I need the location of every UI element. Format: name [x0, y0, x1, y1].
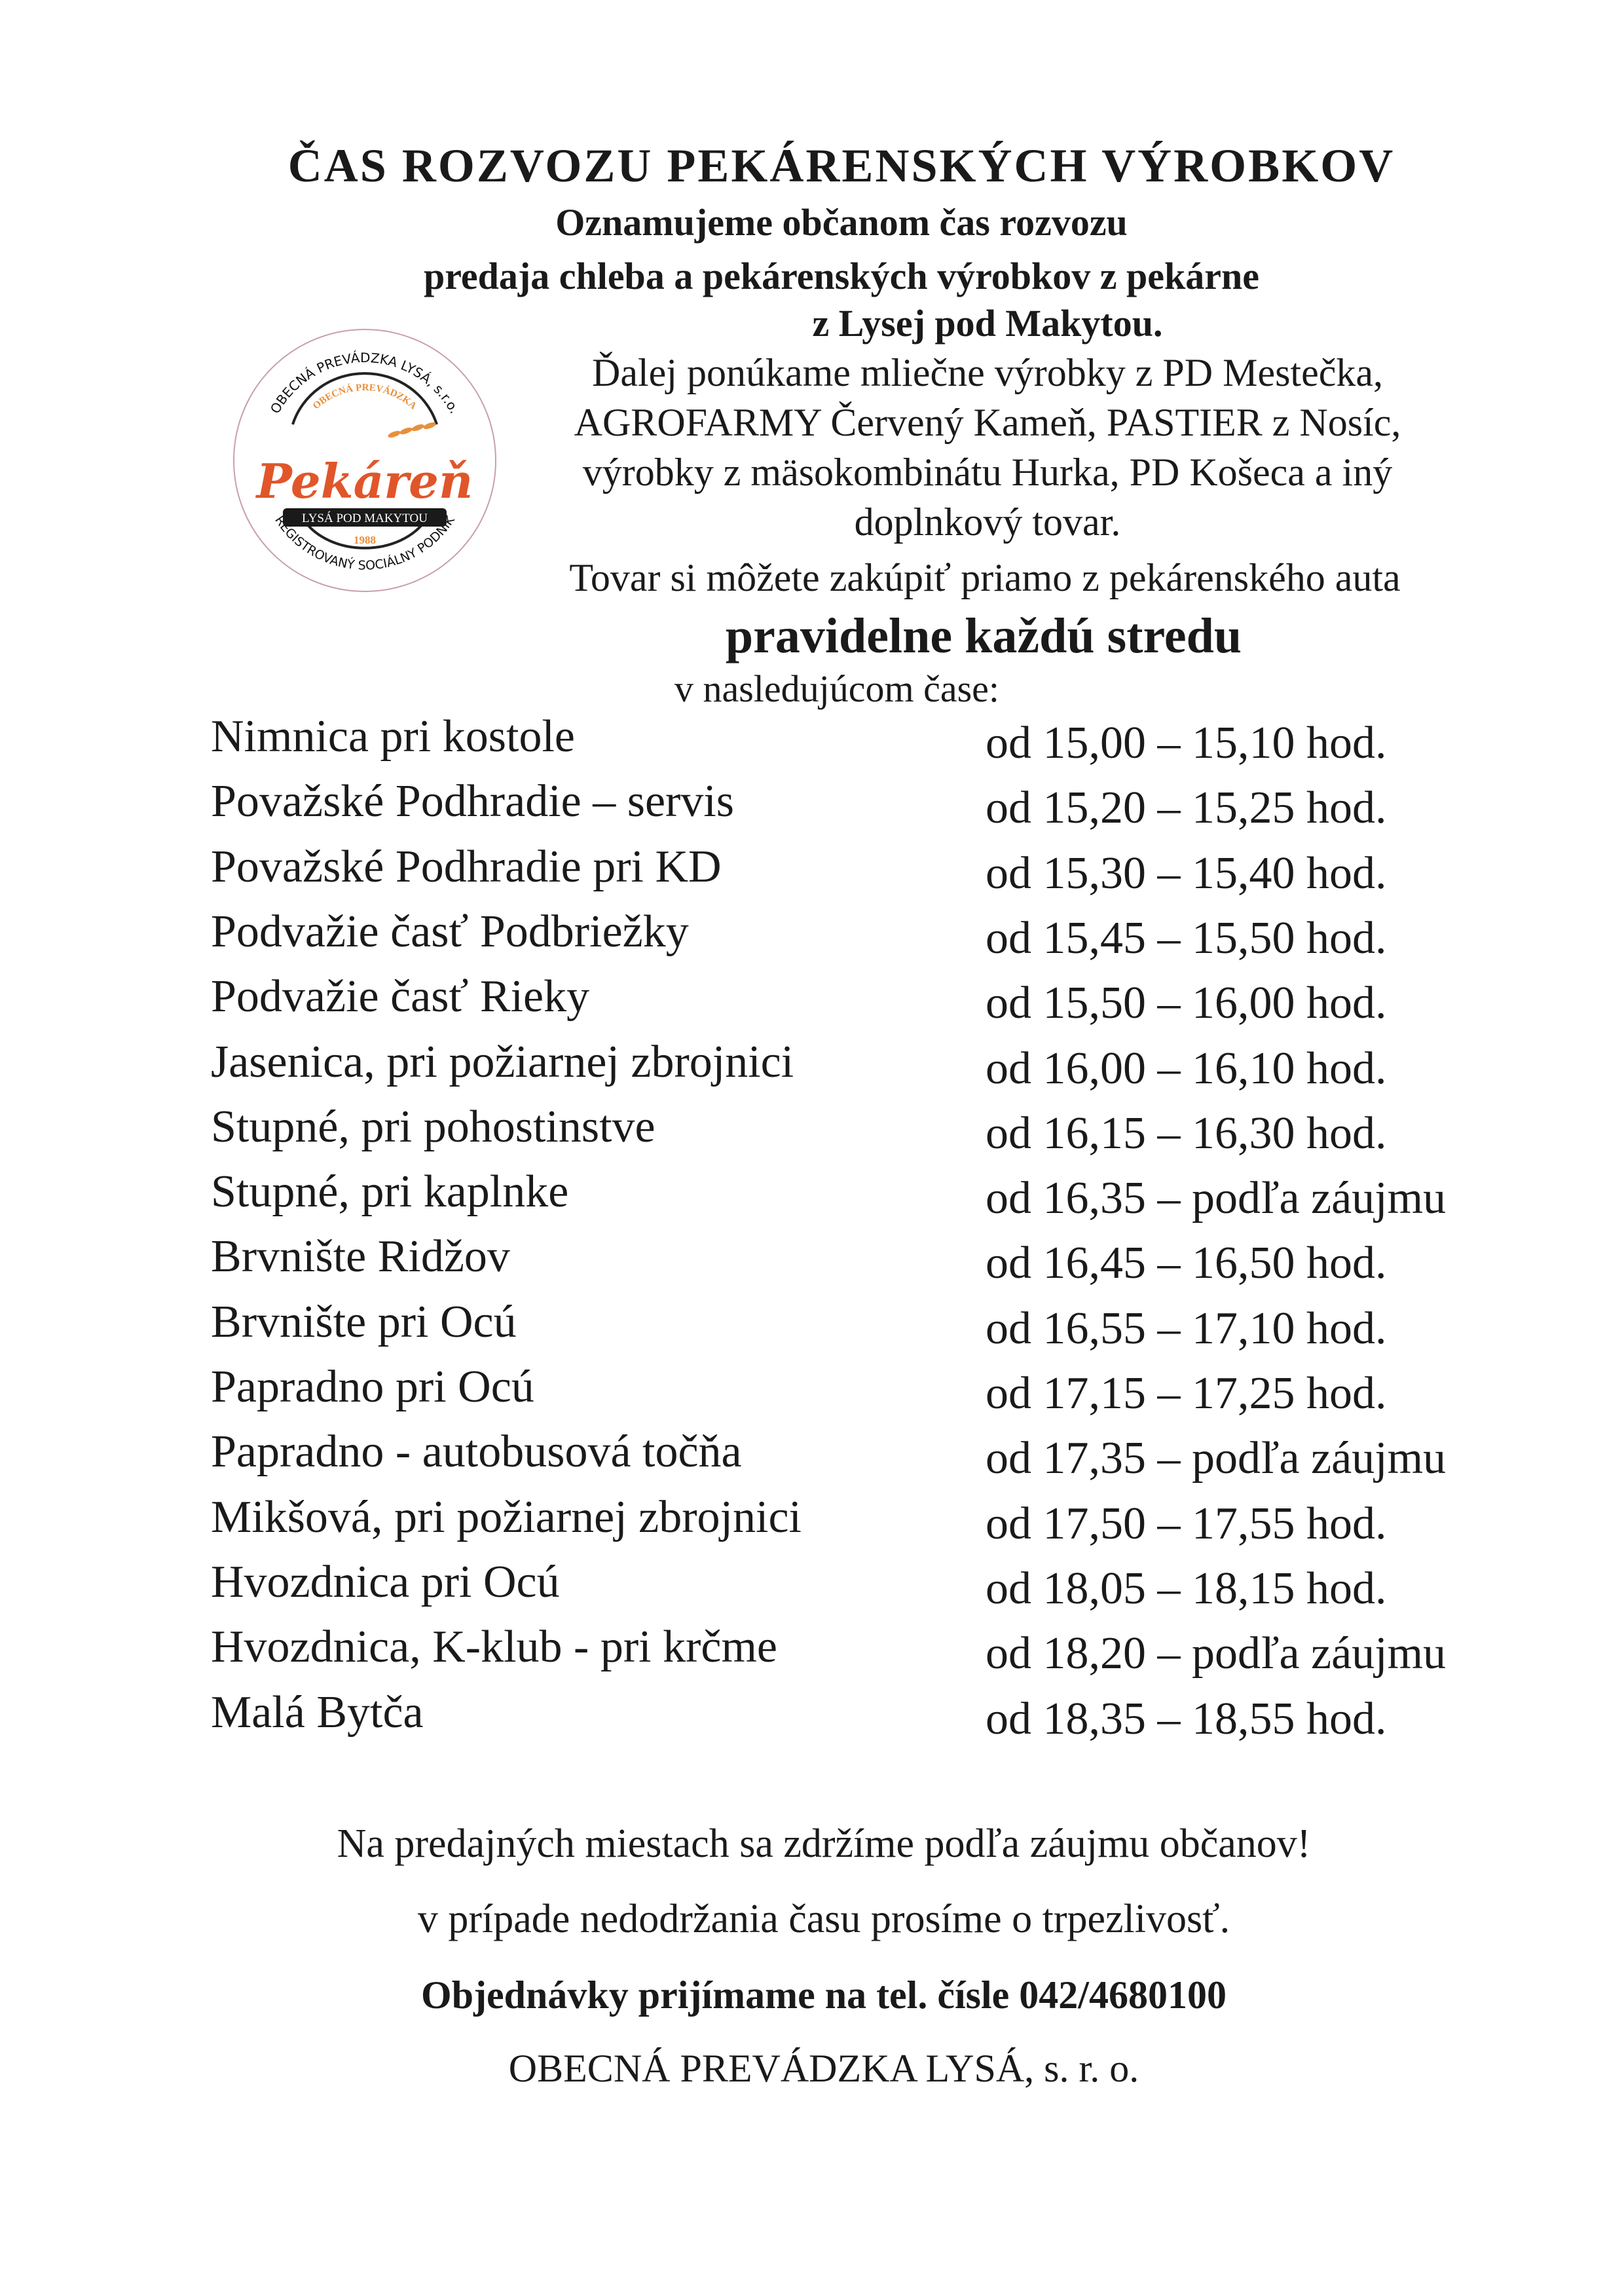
footer-orders: Objednávky prijímame na tel. čísle 042/4…	[421, 1973, 1227, 2017]
footer-note-2: v prípade nedodržania času prosíme o trp…	[417, 1897, 1230, 1941]
schedule-place: Hvozdnica, K-klub - pri krčme	[211, 1622, 777, 1673]
schedule-time: od 16,35 – podľa záujmu	[986, 1173, 1447, 1224]
schedule-time: od 18,05 – 18,15 hod.	[986, 1563, 1387, 1614]
schedule-time: od 16,15 – 16,30 hod.	[986, 1108, 1387, 1159]
schedule-emphasis: pravidelne každú stredu	[725, 608, 1242, 663]
schedule-place: Mikšová, pri požiarnej zbrojnici	[211, 1491, 802, 1542]
schedule-time: od 16,55 – 17,10 hod.	[986, 1303, 1387, 1354]
logo-brand-text: Pekáreň	[255, 453, 473, 509]
logo-bottom-arc	[304, 521, 425, 550]
announcement-line-1: Oznamujeme občanom čas rozvozu	[555, 201, 1128, 244]
logo-banner-text: LYSÁ POD MAKYTOU	[302, 511, 428, 525]
schedule-time: od 15,50 – 16,00 hod.	[986, 978, 1387, 1029]
schedule-time: od 15,20 – 15,25 hod.	[986, 783, 1387, 834]
footer-note-1: Na predajných miestach sa zdržíme podľa …	[337, 1821, 1311, 1866]
schedule-time: od 16,00 – 16,10 hod.	[986, 1043, 1387, 1094]
intro-line-3: výrobky z mäsokombinátu Hurka, PD Košeca…	[582, 451, 1393, 494]
schedule-place: Hvozdnica pri Ocú	[211, 1556, 560, 1607]
announcement-line-2: predaja chleba a pekárenských výrobkov z…	[423, 255, 1260, 297]
schedule-time: od 17,15 – 17,25 hod.	[986, 1368, 1387, 1419]
intro-line-5: Tovar si môžete zakúpiť priamo z pekáren…	[569, 556, 1401, 599]
schedule-time: od 15,30 – 15,40 hod.	[986, 848, 1387, 899]
schedule-place: Brvnište pri Ocú	[211, 1296, 517, 1347]
schedule-time: od 17,50 – 17,55 hod.	[986, 1498, 1387, 1549]
schedule-time: od 18,20 – podľa záujmu	[986, 1628, 1447, 1679]
schedule-place: Stupné, pri pohostinstve	[211, 1101, 655, 1152]
intro-line-1: Ďalej ponúkame mliečne výrobky z PD Mest…	[592, 351, 1383, 394]
schedule-place: Stupné, pri kaplnke	[211, 1166, 569, 1218]
schedule-time: od 18,35 – 18,55 hod.	[986, 1693, 1387, 1744]
bakery-logo: OBECNÁ PREVÁDZKA LYSÁ, s.r.o. REGISTROVA…	[233, 329, 496, 592]
schedule-place: Jasenica, pri požiarnej zbrojnici	[211, 1036, 794, 1087]
schedule-place: Považské Podhradie pri KD	[211, 841, 722, 892]
schedule-time: od 15,45 – 15,50 hod.	[986, 912, 1387, 963]
schedule-place: Malá Bytča	[211, 1687, 424, 1738]
schedule-place: Papradno - autobusová točňa	[211, 1427, 742, 1478]
schedule-place: Papradno pri Ocú	[211, 1362, 534, 1412]
schedule-place: Brvnište Ridžov	[211, 1231, 510, 1282]
footer-company: OBECNÁ PREVÁDZKA LYSÁ, s. r. o.	[508, 2047, 1139, 2090]
schedule-place: Podvažie časť Podbriežky	[211, 906, 689, 957]
wheat-icon	[388, 422, 436, 438]
rolling-pin-icon	[283, 508, 447, 527]
logo-top-arc	[291, 372, 438, 425]
schedule-place: Nimnica pri kostole	[211, 711, 576, 762]
logo-year: 1988	[354, 534, 376, 546]
intro-line-2: AGROFARMY Červený Kameň, PASTIER z Nosíc…	[574, 401, 1401, 444]
schedule-time: od 16,45 – 16,50 hod.	[986, 1238, 1387, 1289]
schedule-time: od 15,00 – 15,10 hod.	[986, 718, 1387, 768]
schedule-place: Považské Podhradie – servis	[211, 776, 735, 827]
announcement-line-3: z Lysej pod Makytou.	[812, 302, 1163, 345]
schedule-place: Podvažie časť Rieky	[211, 971, 590, 1022]
schedule-subhead: v nasledujúcom čase:	[674, 667, 1000, 710]
intro-line-4: doplnkový tovar.	[854, 500, 1121, 544]
document-title: ČAS ROZVOZU PEKÁRENSKÝCH VÝROBKOV	[287, 140, 1395, 192]
schedule-time: od 17,35 – podľa záujmu	[986, 1433, 1447, 1484]
